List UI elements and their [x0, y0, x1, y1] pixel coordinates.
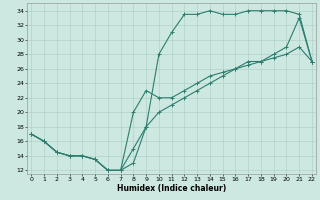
X-axis label: Humidex (Indice chaleur): Humidex (Indice chaleur) — [117, 184, 226, 193]
